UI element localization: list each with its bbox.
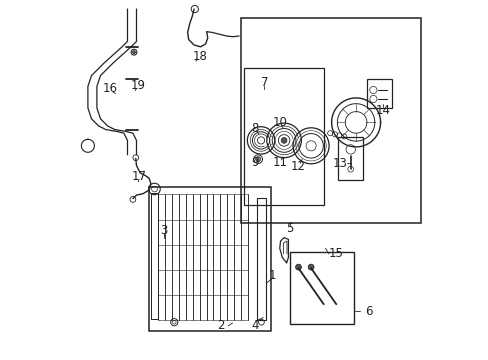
Bar bbox=[257, 198, 265, 320]
Bar bbox=[366, 79, 391, 108]
Text: 7: 7 bbox=[260, 76, 267, 89]
Text: 3: 3 bbox=[160, 224, 167, 237]
Circle shape bbox=[132, 51, 135, 54]
Text: 17: 17 bbox=[132, 170, 146, 183]
Text: 9: 9 bbox=[250, 156, 258, 169]
Bar bbox=[244, 68, 323, 205]
Circle shape bbox=[307, 264, 313, 270]
Text: 2: 2 bbox=[217, 319, 224, 332]
Text: 18: 18 bbox=[193, 50, 207, 63]
Text: 5: 5 bbox=[285, 222, 293, 235]
Text: 15: 15 bbox=[328, 247, 343, 260]
Text: 1: 1 bbox=[268, 269, 276, 282]
Text: 19: 19 bbox=[130, 79, 145, 92]
Bar bbox=[289, 252, 354, 324]
Text: 12: 12 bbox=[290, 160, 305, 173]
Bar bbox=[337, 137, 363, 180]
Circle shape bbox=[281, 138, 286, 143]
Text: 8: 8 bbox=[250, 122, 258, 135]
Text: 6: 6 bbox=[364, 305, 372, 318]
Bar bbox=[241, 18, 420, 223]
Text: 14: 14 bbox=[374, 104, 389, 117]
Text: 11: 11 bbox=[272, 156, 287, 169]
Circle shape bbox=[255, 157, 260, 162]
Text: 4: 4 bbox=[251, 319, 259, 332]
Bar bbox=[149, 187, 271, 331]
Circle shape bbox=[295, 264, 301, 270]
Text: 10: 10 bbox=[272, 116, 287, 129]
Text: 13: 13 bbox=[332, 157, 346, 170]
Bar bbox=[151, 193, 158, 319]
Text: 16: 16 bbox=[103, 82, 118, 95]
